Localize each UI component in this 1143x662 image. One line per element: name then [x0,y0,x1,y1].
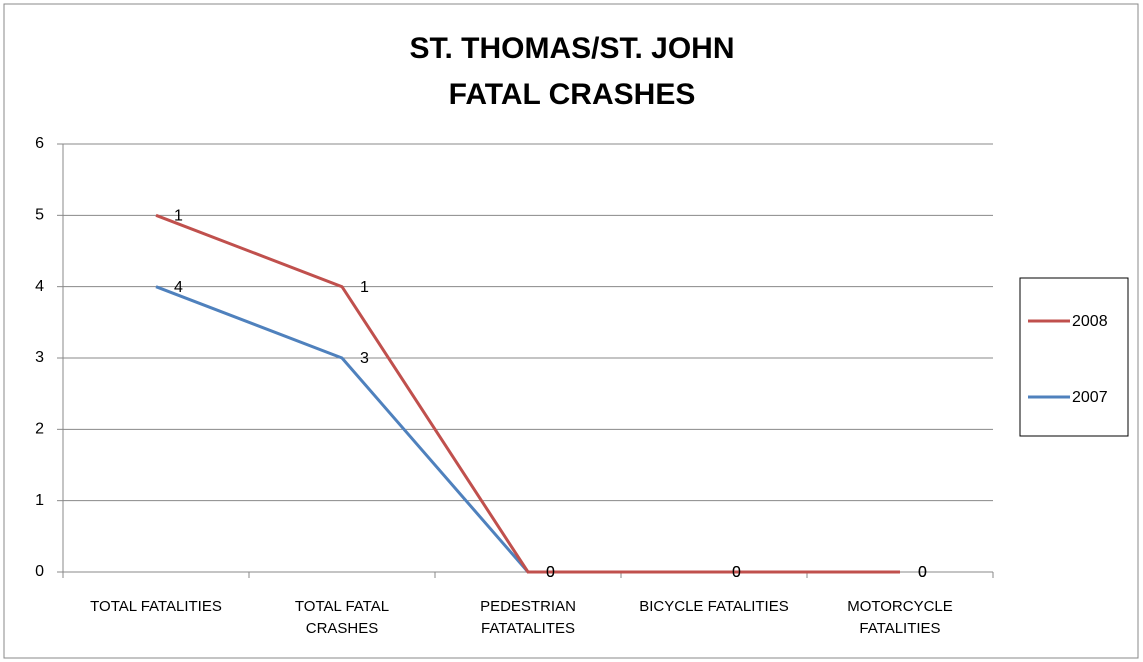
y-tick-label: 3 [35,349,44,366]
y-tick-label: 5 [35,207,44,224]
data-label: 0 [732,564,741,581]
data-label: 4 [174,279,183,296]
legend-label: 2008 [1072,313,1108,330]
chart-title: ST. THOMAS/ST. JOHN [409,32,734,65]
x-tick-label: TOTAL FATAL CRASHES [294,598,390,637]
legend-box [1019,277,1129,437]
data-label: 3 [360,350,369,367]
y-tick-label: 6 [35,135,44,152]
x-tick-label: MOTORCYCLE FATALITIES [847,598,953,637]
legend-label: 2007 [1072,389,1108,406]
series-line [155,213,900,574]
data-label: 1 [174,208,183,225]
x-tick-label: BICYCLE FATALITIES [639,598,789,615]
y-tick-label: 4 [35,278,44,295]
data-label: 0 [546,564,555,581]
x-tick-label: PEDESTRIAN FATATALITES [480,598,576,637]
chart-title: FATAL CRASHES [449,78,696,111]
y-tick-label: 2 [35,421,44,438]
x-tick-label: TOTAL FATALITIES [90,598,222,615]
y-tick-label: 1 [35,492,44,509]
data-label: 1 [360,279,369,296]
y-tick-label: 0 [35,563,44,580]
data-label: 0 [918,564,927,581]
chart-frame [3,3,1139,659]
data-label: 0 [918,564,927,581]
